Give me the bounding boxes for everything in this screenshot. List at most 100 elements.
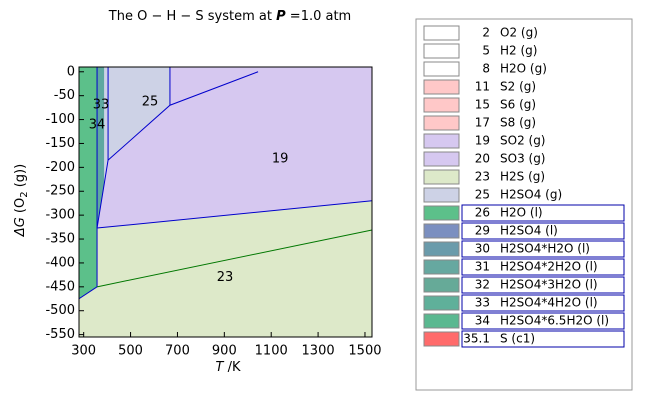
legend-name: H2SO4 (l) (500, 224, 558, 238)
y-tick-label: 0 (67, 64, 75, 79)
y-tick-label: -500 (45, 303, 75, 318)
x-tick-label: 900 (212, 344, 237, 359)
legend-box (461, 258, 625, 276)
x-tick-label: 1300 (302, 344, 335, 359)
legend-swatch (423, 205, 460, 221)
legend-swatch (423, 133, 460, 149)
legend-name: S2 (g) (500, 80, 536, 94)
region (104, 67, 170, 185)
legend-name: H2SO4*2H2O (l) (500, 260, 598, 274)
legend-swatch (423, 169, 460, 185)
legend-id: 30 (475, 242, 490, 256)
region-label: 33 (93, 98, 110, 113)
legend-swatch (423, 79, 460, 95)
legend-name: H2SO4 (g) (500, 188, 562, 202)
x-tick-label: 300 (71, 344, 96, 359)
y-tick-label: -150 (45, 136, 75, 151)
plot-frame (78, 66, 373, 338)
region-label: 19 (272, 151, 289, 166)
region (97, 67, 372, 229)
y-tick-label: -400 (45, 255, 75, 270)
y-tick-label: -100 (45, 112, 75, 127)
legend-name: H2SO4*H2O (l) (500, 242, 590, 256)
region-label: 25 (142, 94, 159, 109)
legend-name: H2S (g) (500, 170, 545, 184)
legend-box (461, 240, 625, 258)
boundary-line (78, 286, 98, 300)
legend-name: H2SO4*3H2O (l) (500, 278, 598, 292)
x-tick-label: 700 (165, 344, 190, 359)
legend-name: H2O (g) (500, 62, 547, 76)
legend-id: 29 (475, 224, 490, 238)
y-tick-label: -250 (45, 184, 75, 199)
legend-id: 33 (475, 296, 490, 310)
legend-swatch (423, 241, 460, 257)
legend-id: 23 (475, 170, 490, 184)
legend-id: 31 (475, 260, 490, 274)
y-tick-label: -300 (45, 208, 75, 223)
legend-swatch (423, 25, 460, 41)
region (79, 200, 372, 337)
y-tick-label: -450 (45, 279, 75, 294)
legend-name: S (c1) (500, 332, 535, 346)
region (79, 67, 98, 299)
legend-swatch (423, 61, 460, 77)
legend-box (461, 330, 625, 348)
legend-name: H2 (g) (500, 44, 537, 58)
boundary-line (96, 200, 373, 229)
legend-name: H2SO4*4H2O (l) (500, 296, 598, 310)
legend-name: H2SO4*6.5H2O (l) (500, 314, 609, 328)
x-tick-label: 1500 (348, 344, 381, 359)
legend-id: 34 (475, 314, 490, 328)
legend-swatch (423, 187, 460, 203)
region-label: 23 (217, 270, 234, 285)
legend-frame (415, 18, 633, 391)
legend-id: 19 (475, 134, 490, 148)
legend-box (461, 276, 625, 294)
legend-name: S6 (g) (500, 98, 536, 112)
legend-box (461, 294, 625, 312)
legend-swatch (423, 313, 460, 329)
x-tick-label: 1100 (255, 344, 288, 359)
legend-id: 26 (475, 206, 490, 220)
legend-name: S8 (g) (500, 116, 536, 130)
legend-id: 5 (482, 44, 490, 58)
legend-swatch (423, 151, 460, 167)
legend-id: 11 (475, 80, 490, 94)
legend-name: SO3 (g) (500, 152, 546, 166)
legend-box (461, 312, 625, 330)
y-tick-label: -200 (45, 160, 75, 175)
legend-box (461, 204, 625, 222)
x-axis-label: T /K (216, 360, 241, 375)
legend-swatch (423, 97, 460, 113)
region-label: 34 (89, 117, 106, 132)
legend-name: H2O (l) (500, 206, 543, 220)
legend-id: 17 (475, 116, 490, 130)
legend-swatch (423, 331, 460, 347)
boundary-line (96, 71, 259, 229)
region (97, 67, 105, 229)
x-tick-label: 500 (118, 344, 143, 359)
legend-swatch (423, 277, 460, 293)
legend-id: 20 (475, 152, 490, 166)
legend-id: 25 (475, 188, 490, 202)
y-axis-label: ΔG (O2 (g)) (13, 164, 31, 237)
legend-swatch (423, 115, 460, 131)
legend-box (461, 222, 625, 240)
legend-id: 32 (475, 278, 490, 292)
y-tick-label: -550 (45, 327, 75, 342)
y-tick-label: -50 (54, 88, 75, 103)
legend-swatch (423, 295, 460, 311)
legend-id: 15 (475, 98, 490, 112)
legend-id: 8 (482, 62, 490, 76)
legend-swatch (423, 259, 460, 275)
boundary-line (96, 229, 373, 288)
legend-id: 2 (482, 26, 490, 40)
legend-swatch (423, 223, 460, 239)
legend-name: SO2 (g) (500, 134, 546, 148)
legend-name: O2 (g) (500, 26, 538, 40)
legend-id: 35.1 (463, 332, 490, 346)
legend-swatch (423, 43, 460, 59)
chart-title: The O − H − S system at P =1.0 atm (108, 9, 351, 24)
